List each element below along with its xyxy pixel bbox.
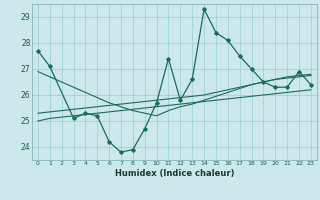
X-axis label: Humidex (Indice chaleur): Humidex (Indice chaleur) [115,169,234,178]
